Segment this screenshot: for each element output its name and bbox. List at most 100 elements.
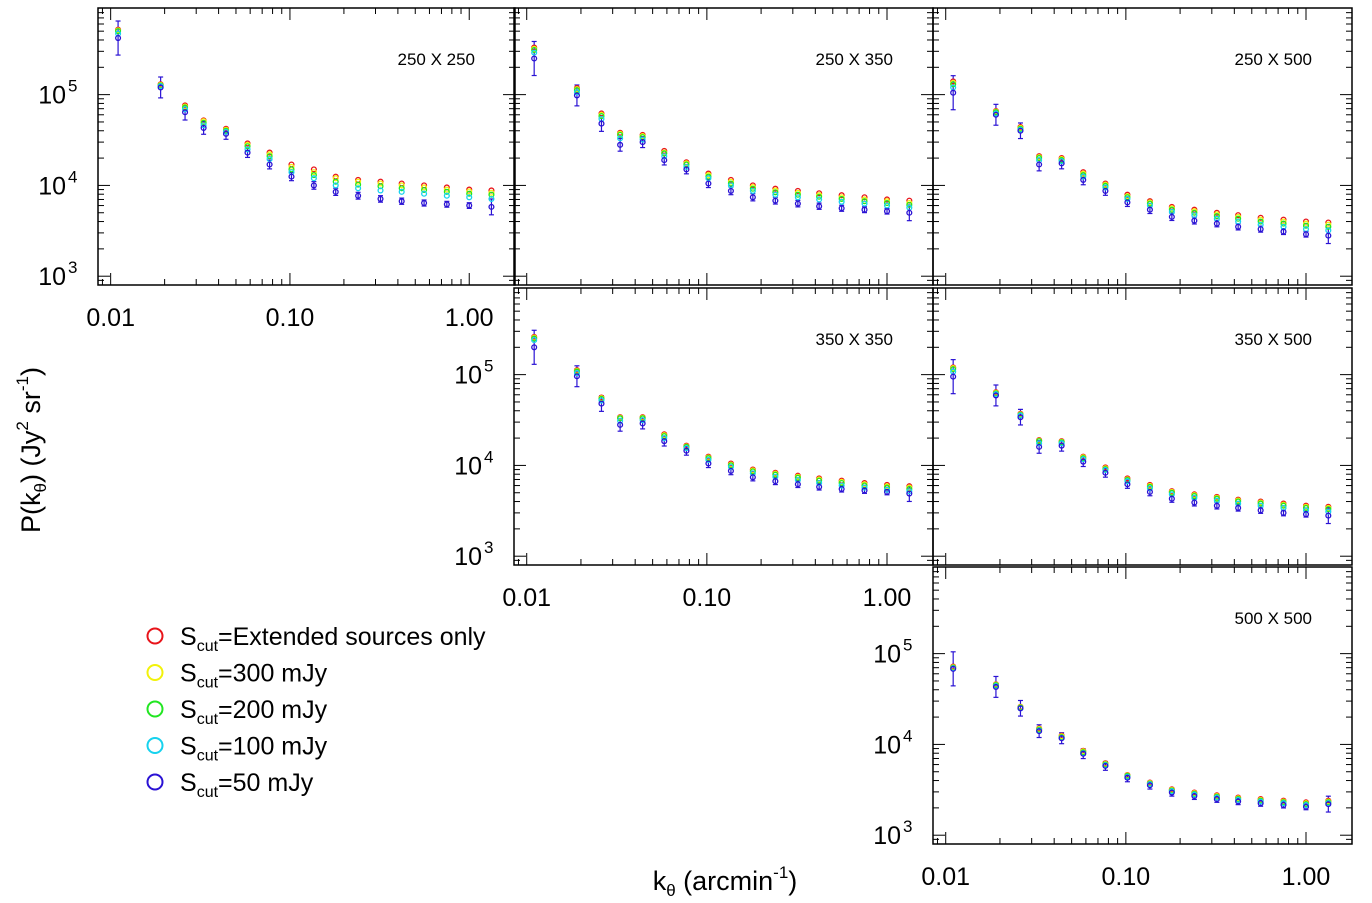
data-point: [531, 49, 538, 56]
data-point: [683, 445, 690, 452]
data-point: [639, 417, 646, 424]
plot-frame: [97, 7, 516, 286]
data-point: [332, 182, 339, 189]
legend-entry: Scut=300 mJy: [146, 660, 328, 692]
series-4: [950, 89, 1332, 239]
data-point: [661, 157, 668, 164]
data-point: [310, 166, 317, 173]
x-tick-label: 0.01: [502, 584, 551, 612]
data-point: [950, 81, 957, 88]
data-point: [573, 89, 580, 96]
data-point: [661, 153, 668, 160]
y-tick-label: 10: [873, 641, 901, 669]
panel-title: 500 X 500: [1234, 609, 1312, 628]
axis-ticks: [514, 7, 933, 286]
y-tick-label: 10: [38, 263, 66, 291]
data-point: [1325, 512, 1332, 519]
data-point: [398, 185, 405, 192]
data-point: [1102, 184, 1109, 191]
data-point: [200, 122, 207, 129]
series-4: [531, 55, 913, 216]
legend-entry: Scut=100 mJy: [146, 733, 328, 765]
data-point: [1102, 187, 1109, 194]
data-point: [488, 195, 495, 202]
data-point: [1058, 442, 1065, 449]
y-tick-label: 10: [454, 452, 482, 480]
data-point: [1257, 800, 1264, 807]
series-4: [950, 373, 1332, 519]
data-point: [1017, 127, 1024, 134]
data-point: [1102, 762, 1109, 769]
data-point: [1146, 782, 1153, 789]
data-point: [1058, 735, 1065, 742]
data-point: [355, 185, 362, 192]
data-point: [992, 683, 999, 690]
plot-frame: [932, 287, 1353, 566]
data-point: [398, 188, 405, 195]
data-point: [1302, 511, 1310, 518]
series-1: [950, 79, 1332, 228]
legend-marker: [146, 700, 164, 718]
y-tick-exponent: 3: [903, 817, 912, 836]
data-point: [398, 182, 405, 189]
data-point: [421, 199, 428, 207]
data-point: [772, 478, 779, 485]
series-2: [950, 81, 1332, 230]
axis-ticks: [933, 287, 1352, 566]
data-point: [838, 198, 845, 205]
data-point: [443, 192, 450, 199]
data-point: [1036, 438, 1043, 445]
data-points: [950, 75, 1332, 245]
legend-entry: Scut=50 mJy: [146, 769, 314, 801]
data-point: [950, 366, 957, 373]
data-point: [332, 175, 339, 182]
data-point: [661, 438, 668, 445]
data-point: [1257, 218, 1264, 225]
panel-250-x-350: 250 X 350: [513, 7, 934, 286]
data-point: [266, 153, 273, 160]
data-point: [182, 106, 189, 113]
data-point: [443, 201, 450, 208]
panel-title: 250 X 250: [397, 50, 475, 69]
data-point: [1036, 443, 1043, 450]
data-point: [683, 163, 690, 170]
data-point: [1080, 750, 1087, 757]
y-tick-label: 10: [873, 731, 901, 759]
data-points: [115, 20, 495, 216]
data-point: [1080, 458, 1087, 465]
x-tick-label: 1.00: [445, 304, 494, 332]
data-point: [421, 186, 428, 194]
x-tick-label: 1.00: [863, 584, 912, 612]
y-tick-exponent: 5: [484, 357, 493, 376]
data-point: [377, 180, 384, 187]
data-point: [838, 479, 845, 487]
data-point: [1191, 499, 1198, 506]
data-point: [1168, 206, 1175, 213]
data-point: [531, 337, 538, 344]
data-point: [794, 481, 801, 488]
data-point: [1280, 509, 1287, 516]
panel-title: 350 X 500: [1234, 330, 1312, 349]
data-point: [861, 484, 868, 491]
data-point: [1146, 206, 1153, 213]
data-point: [355, 192, 362, 199]
legend-label: Scut=50 mJy: [180, 769, 314, 801]
data-point: [683, 447, 690, 454]
data-point: [244, 146, 251, 153]
data-point: [1302, 222, 1310, 229]
data-point: [1080, 176, 1087, 183]
data-point: [816, 477, 823, 484]
series-1: [950, 365, 1332, 512]
data-point: [244, 143, 251, 150]
panel-350-x-500: 350 X 500: [932, 287, 1353, 566]
data-point: [1257, 507, 1264, 514]
data-point: [772, 189, 779, 196]
data-point: [531, 344, 538, 351]
legend-entry: Scut=200 mJy: [146, 696, 328, 728]
data-point: [794, 474, 801, 481]
data-point: [1191, 209, 1198, 216]
series-3: [950, 84, 1332, 234]
data-point: [266, 161, 273, 168]
